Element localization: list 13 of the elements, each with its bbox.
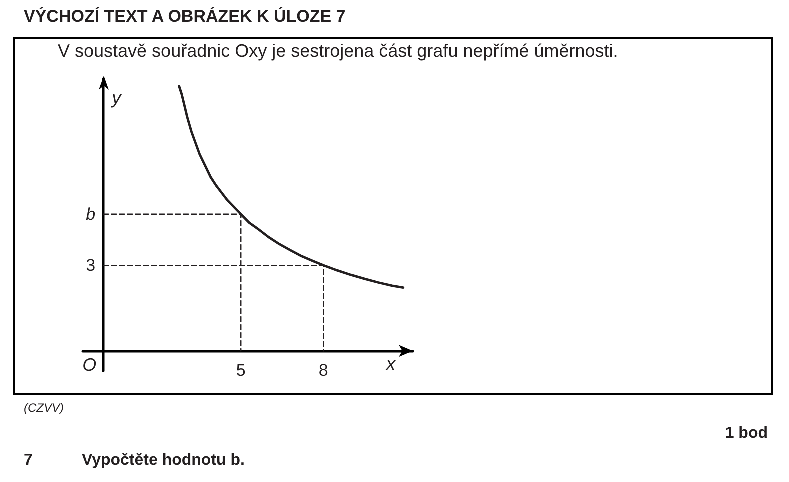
y-axis-title: y bbox=[110, 88, 122, 108]
annotation: 3 bbox=[86, 256, 96, 276]
text: 1 bod bbox=[725, 425, 768, 443]
x-tick-label: 8 bbox=[318, 361, 328, 380]
x-tick-label: 5 bbox=[236, 361, 246, 380]
annotation: b bbox=[86, 204, 96, 224]
text: 7 bbox=[24, 452, 33, 470]
chart-subtitle: V soustavě souřadnic Oxy je sestrojena část grafu nepřímé úměrnosti. bbox=[58, 41, 618, 62]
x-axis-title: x bbox=[386, 354, 396, 374]
text: O bbox=[82, 355, 97, 376]
chart-title: VÝCHOZÍ TEXT A OBRÁZEK K ÚLOZE 7 bbox=[24, 7, 346, 27]
text: Vypočtěte hodnotu b. bbox=[82, 452, 245, 470]
text: (CZVV) bbox=[24, 401, 64, 415]
